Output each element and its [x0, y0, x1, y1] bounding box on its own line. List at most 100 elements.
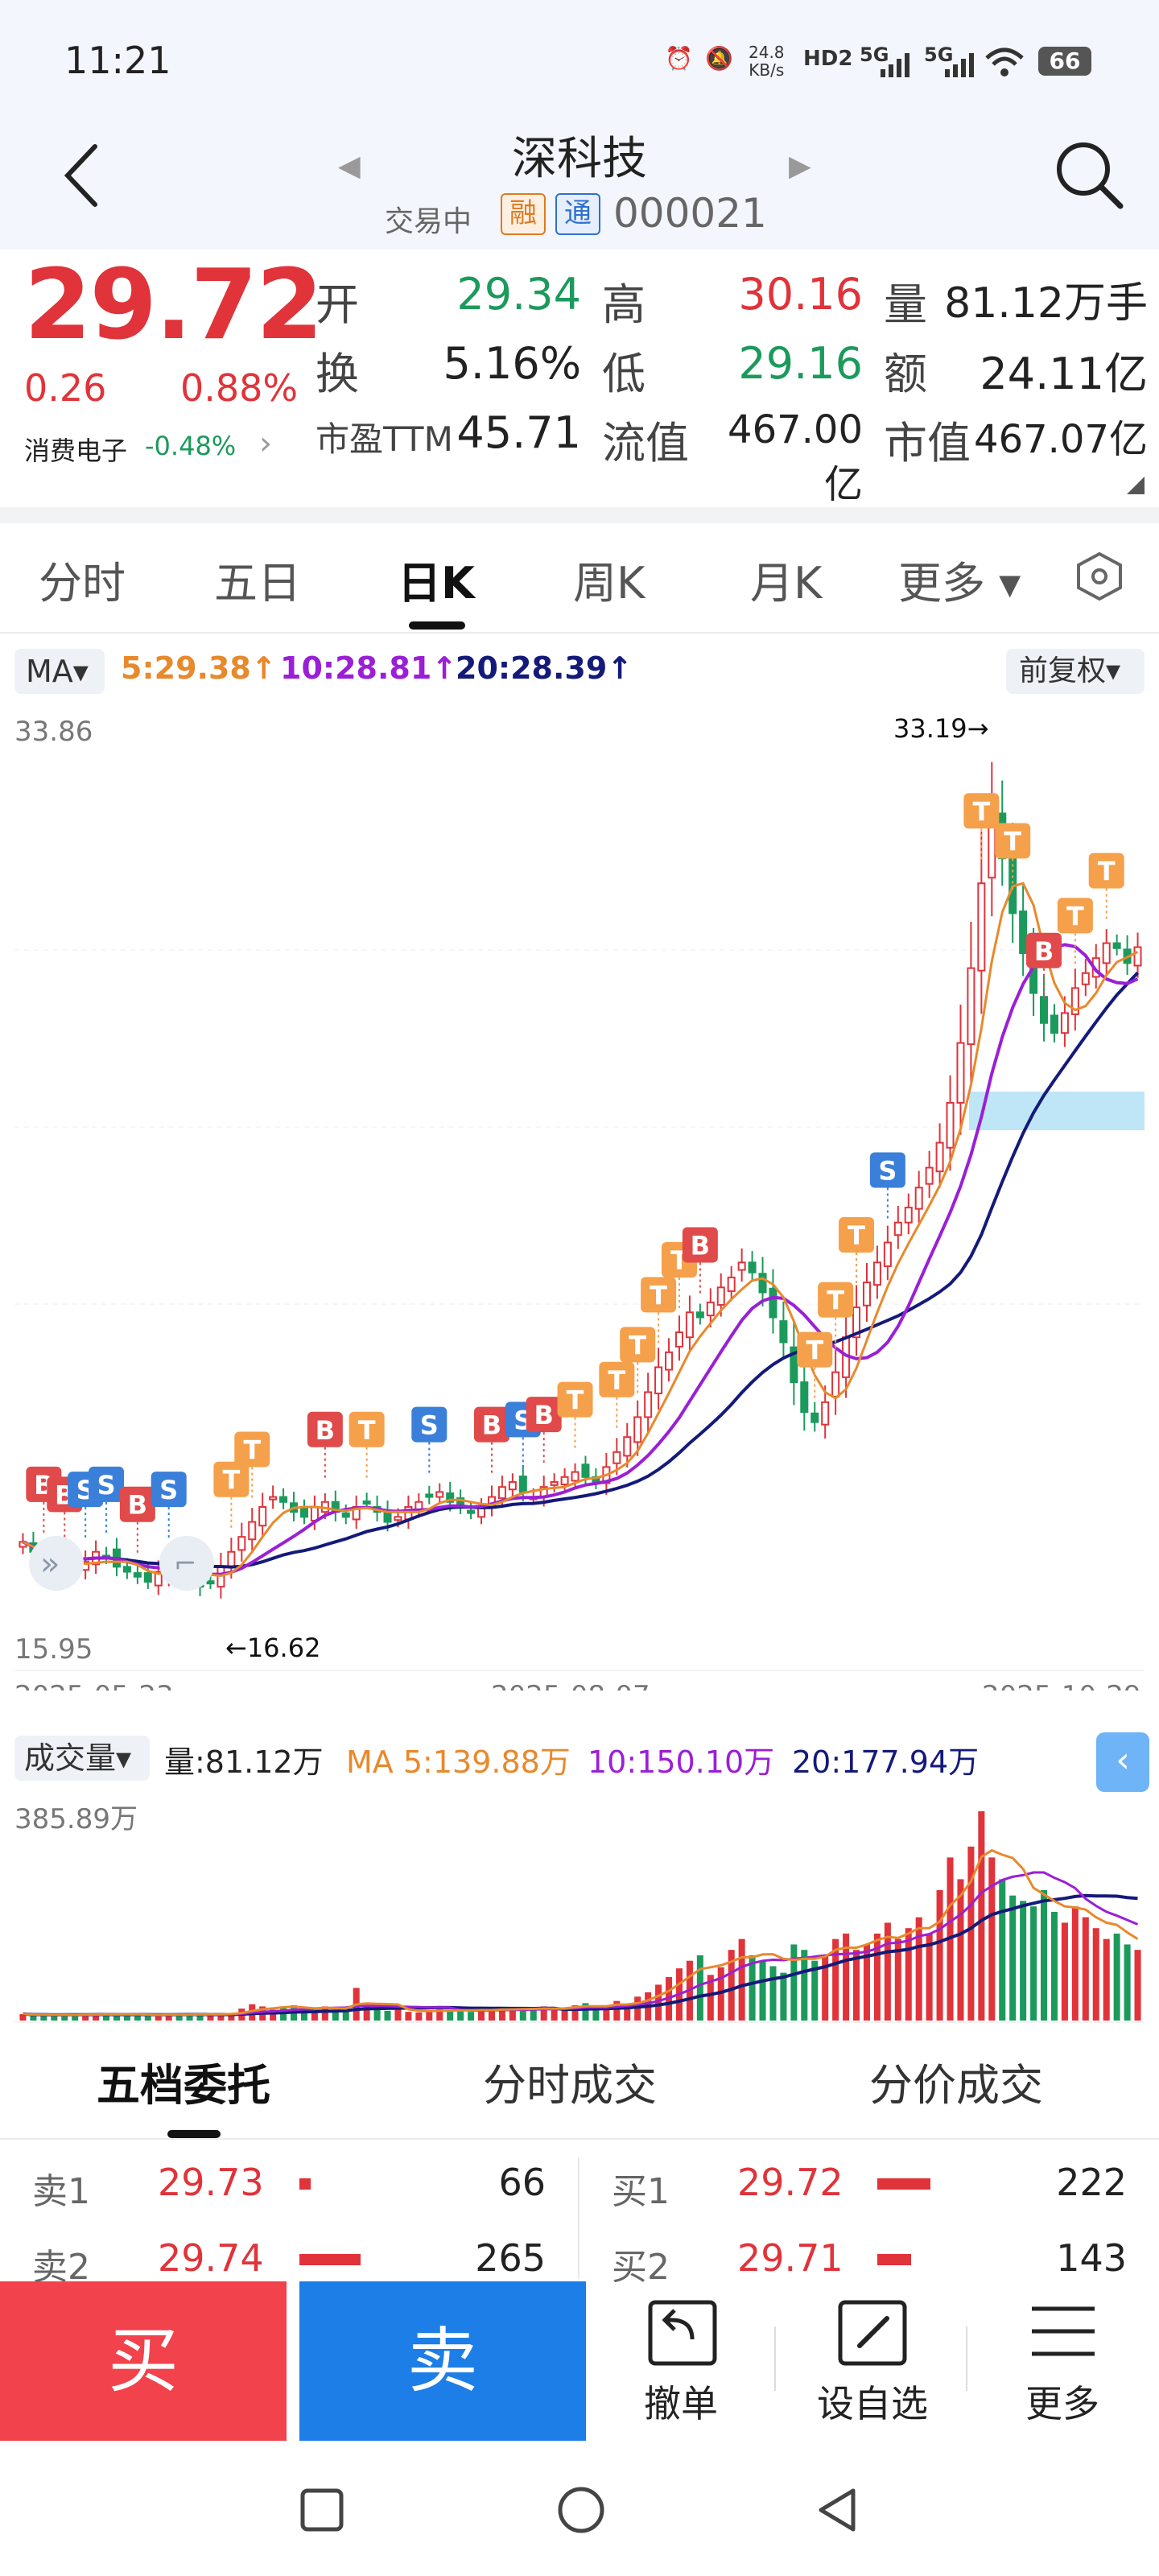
home-icon[interactable] [555, 2484, 607, 2536]
candle-body [935, 1141, 944, 1173]
signal-marker-t[interactable] [818, 1282, 854, 1318]
buy-button[interactable]: 买 [0, 2281, 287, 2441]
candle-body [394, 1516, 402, 1521]
add-watchlist-button[interactable]: 设自选 [817, 2382, 928, 2425]
cancel-order-button[interactable]: 撤单 [644, 2382, 718, 2425]
signal-marker-s[interactable] [869, 1152, 905, 1188]
volume-bar [405, 2012, 412, 2021]
back-icon[interactable] [61, 142, 101, 209]
volume-bar [1030, 1906, 1037, 2021]
signal-marker-label: B [316, 1415, 335, 1446]
adjust-selector[interactable]: 前复权▾ [1006, 649, 1145, 694]
tab-tick-trades[interactable]: 分时成交 [483, 2060, 657, 2111]
signal-marker-label: T [358, 1415, 376, 1446]
signal-marker-t[interactable] [1057, 898, 1093, 934]
prev-stock-icon[interactable]: ◀ [338, 150, 361, 183]
signal-marker-b[interactable] [307, 1411, 343, 1447]
signal-marker-t[interactable] [234, 1431, 270, 1468]
volume-bar [957, 1879, 964, 2021]
volume-bar [72, 2015, 79, 2021]
volume-bar [488, 2008, 495, 2021]
ask2-bar [299, 2254, 361, 2265]
more-button[interactable]: 更多 [1025, 2382, 1099, 2425]
signal-marker-t[interactable] [963, 793, 1000, 829]
signal-marker-t[interactable] [599, 1361, 635, 1397]
signal-marker-label: T [650, 1280, 667, 1311]
book-column-divider [578, 2157, 580, 2278]
signal-marker-s[interactable] [89, 1466, 125, 1502]
signal-marker-s[interactable] [411, 1406, 448, 1443]
candle-body [654, 1366, 663, 1394]
signal-marker-t[interactable] [349, 1411, 385, 1447]
panel-toggle-icon[interactable]: ‹ [1096, 1732, 1149, 1792]
collapse-circle[interactable] [29, 1536, 84, 1591]
signal-marker-b[interactable] [473, 1406, 509, 1443]
signal-marker-t[interactable] [1088, 852, 1124, 889]
signal-marker-t[interactable] [641, 1277, 677, 1313]
next-stock-icon[interactable]: ▶ [789, 150, 811, 183]
volume-bar [384, 2010, 391, 2021]
ma-selector[interactable]: MA▾ [14, 649, 105, 694]
signal-marker-label: T [806, 1335, 823, 1366]
candle-body [143, 1572, 152, 1583]
edit-icon[interactable] [837, 2299, 908, 2367]
signal-marker-s[interactable] [151, 1472, 187, 1508]
volume-bar [728, 1950, 735, 2021]
signal-marker-t[interactable] [213, 1461, 250, 1497]
volume-bar [988, 1857, 996, 2021]
float-cap-label: 流值 [602, 418, 689, 469]
tab-weekly-k[interactable]: 周K [573, 558, 645, 609]
sector-name[interactable]: 消费电子 [24, 436, 128, 466]
signal-marker-t[interactable] [797, 1331, 833, 1368]
volume-selector[interactable]: 成交量▾ [14, 1736, 150, 1781]
tab-more[interactable]: 更多 ▾ [898, 558, 1021, 609]
search-icon[interactable] [1053, 138, 1125, 211]
sell-button[interactable]: 卖 [299, 2281, 586, 2441]
tab-five-day[interactable]: 五日 [214, 558, 301, 609]
signal-5g-2-icon: 5G [924, 43, 954, 66]
tab-monthly-k[interactable]: 月K [750, 558, 823, 609]
amount-value: 24.11亿 [980, 349, 1148, 399]
signal-marker-t[interactable] [620, 1327, 656, 1363]
signal-marker-b[interactable] [119, 1486, 155, 1522]
menu-icon[interactable] [1029, 2304, 1098, 2360]
signal-marker-label: T [222, 1465, 240, 1496]
cancel-order-icon[interactable] [647, 2299, 718, 2367]
signal-marker-t[interactable] [557, 1381, 593, 1418]
fullscreen-circle[interactable] [159, 1536, 214, 1591]
turnover-value: 5.16% [443, 338, 581, 389]
candle-body [1060, 1012, 1069, 1034]
recent-apps-icon[interactable] [299, 2487, 344, 2533]
chevron-right-icon[interactable]: › [259, 425, 272, 462]
low-label: 低 [602, 349, 645, 399]
candle-body [685, 1311, 694, 1339]
vol-ma5-line [23, 1848, 1139, 2017]
expand-icon[interactable]: ⌐ [174, 1548, 197, 1580]
volume-bar [540, 2006, 547, 2021]
y-max-label: 33.86 [14, 716, 93, 748]
signal-marker-b[interactable] [682, 1227, 718, 1263]
tab-order-book[interactable]: 五档委托 [97, 2060, 270, 2111]
signal-marker-t[interactable] [995, 823, 1031, 859]
settings-hex-icon[interactable] [1074, 551, 1125, 602]
signal-marker-b[interactable] [1026, 932, 1062, 968]
signal-marker-t[interactable] [839, 1217, 875, 1253]
candle-body [1112, 942, 1121, 949]
turnover-label: 换 [316, 349, 359, 399]
tab-daily-k[interactable]: 日K [398, 558, 475, 609]
double-chevron-icon[interactable]: » [40, 1546, 60, 1583]
tab-price-trades[interactable]: 分价成交 [869, 2060, 1043, 2111]
nav-back-icon[interactable] [813, 2486, 861, 2534]
volume-bar [759, 1960, 766, 2021]
signal-marker-label: B [691, 1230, 710, 1261]
expand-corner-icon[interactable] [1127, 477, 1145, 494]
candle-body [299, 1507, 308, 1518]
candle-body [269, 1496, 278, 1501]
volume-bar [82, 2014, 89, 2021]
volume-bar [801, 1950, 808, 2021]
signal-marker-b[interactable] [526, 1397, 562, 1433]
tab-intraday[interactable]: 分时 [39, 558, 126, 609]
volume-bar [843, 1933, 850, 2021]
